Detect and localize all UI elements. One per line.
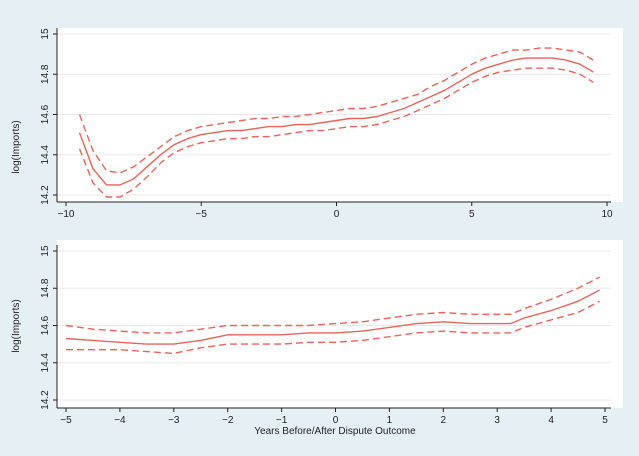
y-tick-label-0: 14.2 (40, 390, 51, 410)
bottom-x-axis-title: Years Before/After Dispute Outcome (254, 426, 416, 437)
x-tick-label-3: 5 (469, 209, 475, 220)
x-tick-label-8: 3 (494, 415, 500, 426)
x-tick-label-6: 1 (387, 415, 393, 426)
top-series (78, 47, 594, 198)
x-tick-label-7: 2 (441, 415, 447, 426)
top-panel: 14.2 14.4 14.6 14.8 15 −10 −5 0 5 10 log(Imports) (11, 28, 623, 220)
y-tick-label-4: 15 (40, 245, 51, 257)
y-tick-label-3: 14.8 (40, 64, 51, 84)
series-line-lower-ci (66, 300, 600, 355)
x-tick-label-0: −10 (58, 209, 75, 220)
x-tick-label-5: 0 (333, 415, 339, 426)
top-y-axis-title: log(Imports) (11, 120, 22, 173)
y-tick-label-2: 14.6 (40, 104, 51, 124)
bottom-y-axis-title: log(Imports) (11, 299, 22, 352)
bottom-series (65, 276, 600, 355)
x-tick-label-0: −5 (60, 415, 72, 426)
y-tick-label-4: 15 (40, 28, 51, 40)
top-axes: 14.2 14.4 14.6 14.8 15 −10 −5 0 5 10 (40, 28, 613, 220)
y-tick-label-1: 14.4 (40, 145, 51, 165)
bottom-plot-area (57, 240, 623, 408)
x-tick-label-1: −4 (114, 415, 126, 426)
series-line-upper-ci (78, 47, 594, 174)
y-tick-label-1: 14.4 (40, 353, 51, 373)
series-line-upper-ci (65, 276, 600, 334)
bottom-gridlines (57, 250, 611, 401)
x-tick-label-2: 0 (334, 209, 340, 220)
x-tick-label-4: −1 (276, 415, 288, 426)
x-tick-label-9: 4 (548, 415, 554, 426)
x-tick-label-10: 5 (602, 415, 608, 426)
series-line-lower-ci (78, 67, 594, 198)
x-tick-label-3: −2 (222, 415, 234, 426)
series-line-estimate (65, 289, 600, 345)
y-tick-label-2: 14.6 (40, 315, 51, 335)
x-tick-label-4: 10 (601, 209, 613, 220)
y-tick-label-0: 14.2 (40, 185, 51, 205)
bottom-axes: 14.2 14.4 14.6 14.8 15 −5 −4 −3 −2 −1 0 1 2 3 4 5 (40, 245, 611, 426)
y-tick-label-3: 14.8 (40, 278, 51, 298)
series-line-estimate (78, 57, 594, 186)
x-tick-label-1: −5 (196, 209, 208, 220)
bottom-panel: 14.2 14.4 14.6 14.8 15 −5 −4 −3 −2 −1 0 1 2 3 4 5 log(I… (11, 240, 623, 437)
x-tick-label-2: −3 (168, 415, 180, 426)
